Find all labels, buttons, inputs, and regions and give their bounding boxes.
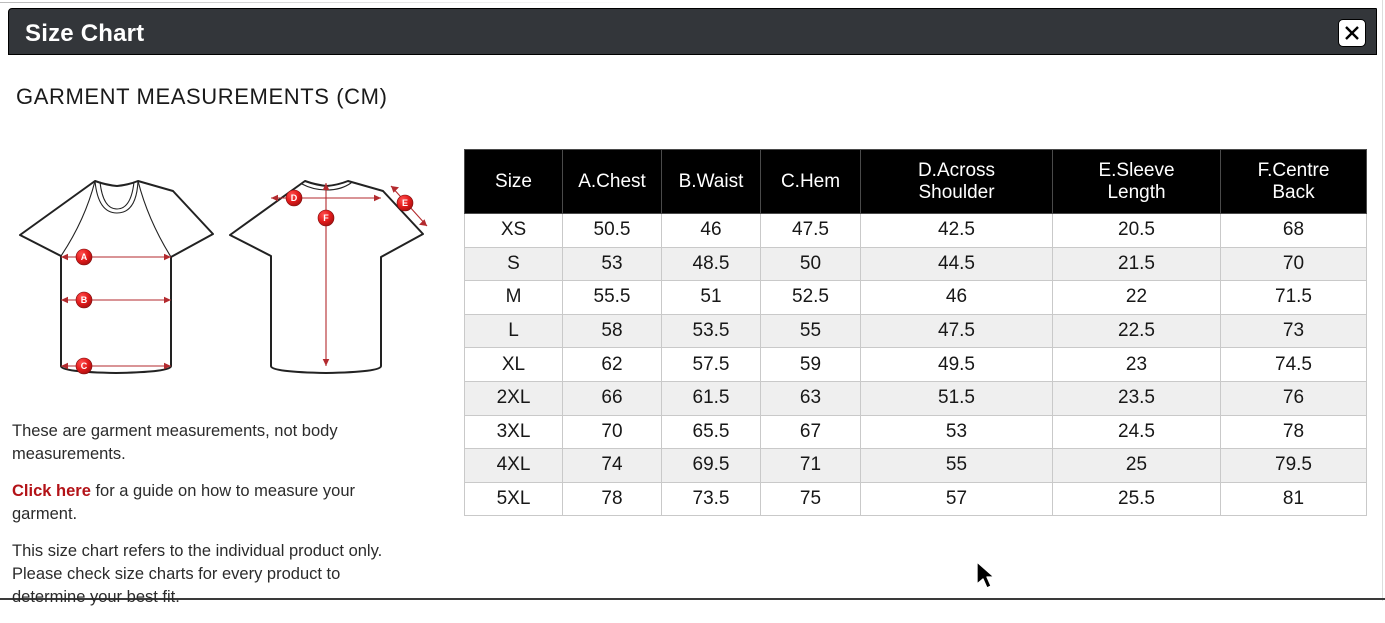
svg-text:E: E xyxy=(402,198,408,208)
svg-text:C: C xyxy=(81,361,88,371)
svg-text:F: F xyxy=(323,213,329,223)
svg-text:B: B xyxy=(81,295,88,305)
svg-text:D: D xyxy=(291,193,298,203)
svg-text:A: A xyxy=(81,252,88,262)
